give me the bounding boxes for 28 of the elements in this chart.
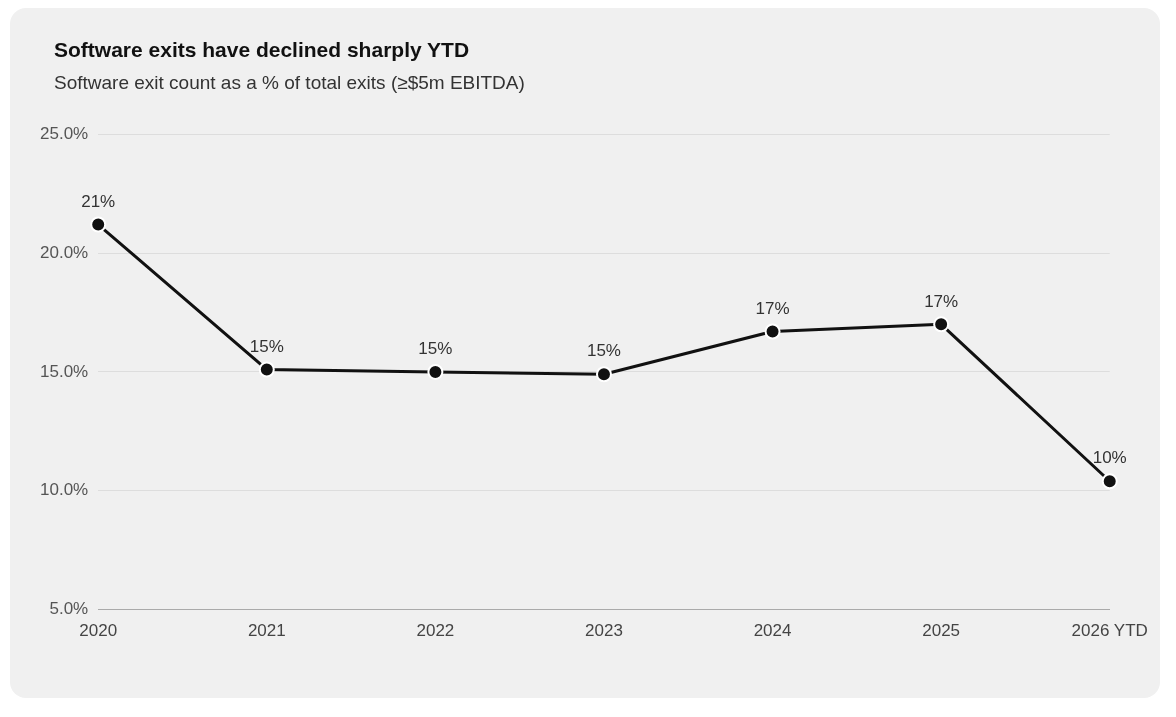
point bbox=[90, 216, 107, 233]
x-tick-label: 2025 bbox=[922, 621, 961, 641]
data-label: 15% bbox=[586, 341, 621, 361]
point bbox=[933, 316, 950, 333]
data-label: 15% bbox=[249, 336, 284, 356]
data-label: 15% bbox=[418, 339, 453, 359]
x-tick-label: 2023 bbox=[585, 621, 623, 641]
chart-title: Software exits have declined sharply YTD bbox=[54, 38, 471, 62]
x-tick-label: 2020 bbox=[79, 621, 118, 641]
point bbox=[764, 323, 781, 340]
y-tick-label: 15.0% bbox=[40, 361, 89, 381]
point bbox=[1101, 473, 1118, 490]
x-tick-label: 2024 bbox=[753, 621, 792, 641]
x-tick-label: 2021 bbox=[247, 621, 286, 641]
x-tick-label: 2022 bbox=[416, 621, 455, 641]
data-label: 17% bbox=[755, 298, 790, 318]
data-label: 21% bbox=[81, 191, 116, 211]
data-label: 10% bbox=[1092, 448, 1127, 468]
data-label: 17% bbox=[924, 291, 959, 311]
point bbox=[258, 361, 275, 378]
point bbox=[595, 366, 612, 383]
y-tick-label: 20.0% bbox=[40, 242, 89, 262]
x-tick-label: 2026 YTD bbox=[1071, 621, 1148, 641]
point bbox=[427, 363, 444, 380]
y-tick-label: 10.0% bbox=[40, 480, 89, 500]
y-tick-label: 25.0% bbox=[40, 123, 89, 143]
y-tick-label: 5.0% bbox=[49, 599, 89, 619]
chart-subtitle: Software exit count as a % of total exits (≥$5m EBITDA) bbox=[54, 72, 526, 94]
